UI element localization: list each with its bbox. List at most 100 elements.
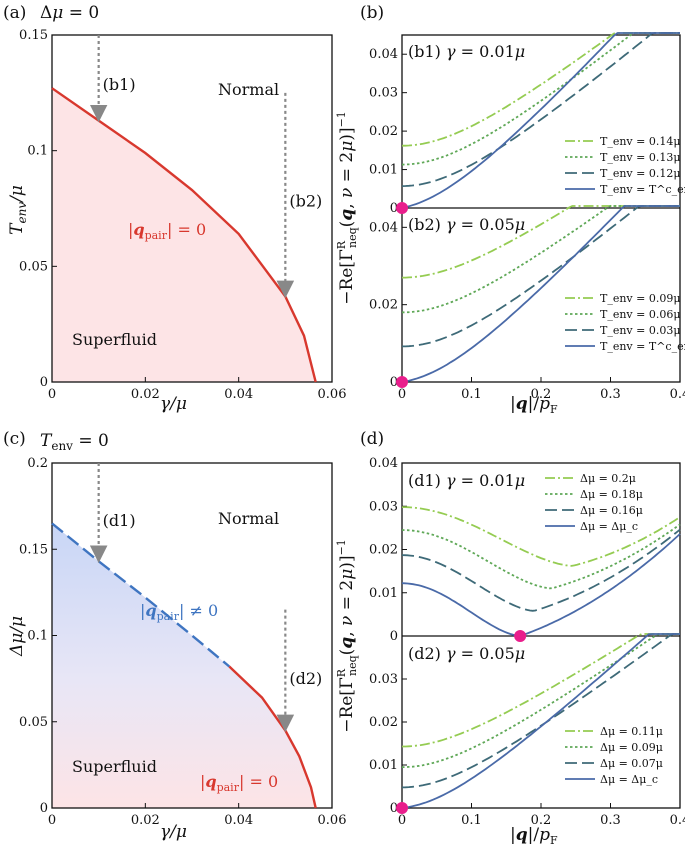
x-tick-label: 0.04: [224, 813, 253, 828]
x-axis-label-d: |q|/pF: [510, 825, 558, 847]
subplot-d2-title: (d2) γ = 0.05μ: [408, 644, 525, 663]
series-line: [401, 205, 680, 383]
series-line: [402, 205, 680, 348]
x-tick-label: 0.06: [318, 813, 347, 828]
legend-label: Δμ = 0.2μ: [580, 472, 636, 485]
panel-arrow-label: (d1): [103, 511, 136, 530]
y-tick-label: 0: [40, 801, 48, 816]
y-tick-label: 0.03: [369, 672, 398, 687]
panel-arrow-label: (d2): [289, 669, 322, 688]
y-tick-label: 0.02: [369, 543, 398, 558]
x-tick-label: 0: [398, 813, 406, 828]
y-tick-label: 0.04: [369, 220, 398, 235]
series-line: [401, 533, 681, 637]
fflo-boundary-curve: [51, 522, 231, 668]
region-normal-label: Normal: [218, 80, 279, 99]
series-line: [401, 32, 680, 166]
x-tick-label: 0.06: [318, 387, 347, 402]
critical-point-marker: [514, 630, 527, 642]
legend-label: Δμ = Δμ_c: [600, 773, 658, 786]
panel-a: 0 0.02 0.04 0.06 0 0.05 0.1 0.15 (b1) (b2) Norma…: [7, 28, 346, 414]
series-line: [402, 633, 680, 748]
subplot-b2-title: (b2) γ = 0.05μ: [408, 215, 525, 234]
x-tick-label: 0.1: [461, 813, 482, 828]
legend-label: Δμ = 0.16μ: [580, 504, 643, 517]
region-superfluid-label-c: Superfluid: [72, 757, 157, 776]
series-line: [401, 32, 680, 209]
y-axis-label-c: Δμ/μ: [7, 616, 27, 657]
series-line: [402, 506, 681, 567]
subplot-d1-title: (d1) γ = 0.01μ: [408, 471, 525, 490]
x-axis-label-c: γ/μ: [160, 822, 187, 842]
legend-label: T_env = 0.03μ: [600, 324, 681, 337]
y-tick-label: 0.02: [369, 715, 398, 730]
region-normal-label-c: Normal: [218, 509, 279, 528]
legend-label: T_env = 0.14μ: [600, 135, 681, 148]
x-tick-label: 0.02: [131, 813, 160, 828]
x-tick-label: 0.4: [670, 813, 685, 828]
superfluid-region: [52, 523, 316, 808]
y-tick-label: 0.1: [27, 144, 48, 159]
legend-label: Δμ = 0.18μ: [580, 488, 643, 501]
y-axis-label-b: −Re[ΓRneq(q, ν = 2μ)]−1: [335, 111, 359, 305]
y-tick-label: 0.1: [27, 629, 48, 644]
x-tick-label: 0.3: [600, 387, 621, 402]
x-tick-label: 0: [48, 387, 56, 402]
y-tick-label: 0: [390, 801, 398, 816]
panel-arrow-label: (b1): [103, 75, 136, 94]
series-line: [402, 633, 680, 768]
panel-a-title: Δμ = 0: [40, 3, 99, 23]
critical-point-marker: [396, 802, 408, 814]
legend-label: T_env = 0.09μ: [600, 292, 681, 305]
x-tick-label: 0: [48, 813, 56, 828]
panel-d: 0 0.01 0.02 0.03 0.04 0 0.1 0.2 0.3 0.4 0 0.01 0.02 0…: [335, 456, 685, 847]
y-tick-label: 0.05: [19, 715, 48, 730]
series-line: [401, 633, 680, 809]
x-tick-label: 0.3: [600, 813, 621, 828]
y-axis-label-a: Tenv/μ: [7, 185, 29, 235]
series-line: [401, 528, 681, 612]
y-tick-label: 0.03: [369, 86, 398, 101]
curve-label-qpair-nonzero: |qpair| ≠ 0: [140, 601, 218, 623]
region-superfluid-label: Superfluid: [72, 330, 157, 349]
series-line: [401, 523, 681, 590]
y-tick-label: 0.01: [369, 758, 398, 773]
y-tick-label: 0: [40, 375, 48, 390]
panel-c-title: Tenv = 0: [40, 431, 109, 453]
series-line: [401, 32, 680, 187]
x-tick-label: 0.1: [461, 387, 482, 402]
superfluid-region: [52, 88, 316, 382]
y-tick-label: 0: [390, 201, 398, 216]
y-tick-label: 0.15: [19, 542, 48, 557]
curve-label-qpair-zero-c: |qpair| = 0: [200, 772, 278, 794]
panel-b: 00.010.020.030.0400.10.20.30.400.020.04 …: [335, 32, 685, 416]
series-line: [402, 32, 680, 147]
critical-point-marker: [396, 202, 408, 214]
y-tick-label: 0.04: [369, 456, 398, 471]
y-tick-label: 0: [390, 629, 398, 644]
legend-label: T_env = 0.06μ: [600, 308, 681, 321]
uniform-boundary-curve: [228, 665, 317, 809]
panel-c-label: (c): [3, 429, 26, 449]
axes-frame-a: [51, 34, 333, 383]
x-tick-label: 0.2: [531, 387, 552, 402]
phase-boundary-curve: [51, 87, 317, 383]
legend-label: T_env = T^c_env: [600, 183, 685, 196]
legend-label: Δμ = Δμ_c: [580, 520, 638, 533]
y-tick-label: 0.01: [369, 586, 398, 601]
y-tick-label: 0.02: [369, 124, 398, 139]
x-tick-label: 0.2: [531, 813, 552, 828]
y-tick-label: 0.2: [27, 456, 48, 471]
panel-a-label: (a): [3, 3, 26, 23]
x-axis-label-b: |q|/pF: [510, 394, 558, 416]
y-tick-label: 0: [390, 375, 398, 390]
x-tick-label: 0.4: [670, 387, 685, 402]
panel-b-label: (b): [360, 3, 384, 23]
panel-arrow-label: (b2): [289, 192, 322, 211]
panel-c: 0 0.02 0.04 0.06 0 0.05 0.1 0.15 0.2 (d1) (d2) No…: [7, 456, 346, 842]
legend-label: Δμ = 0.11μ: [600, 725, 663, 738]
legend-label: Δμ = 0.09μ: [600, 741, 663, 754]
y-tick-label: 0.05: [19, 259, 48, 274]
curve-label-qpair-zero: |qpair| = 0: [128, 220, 206, 242]
